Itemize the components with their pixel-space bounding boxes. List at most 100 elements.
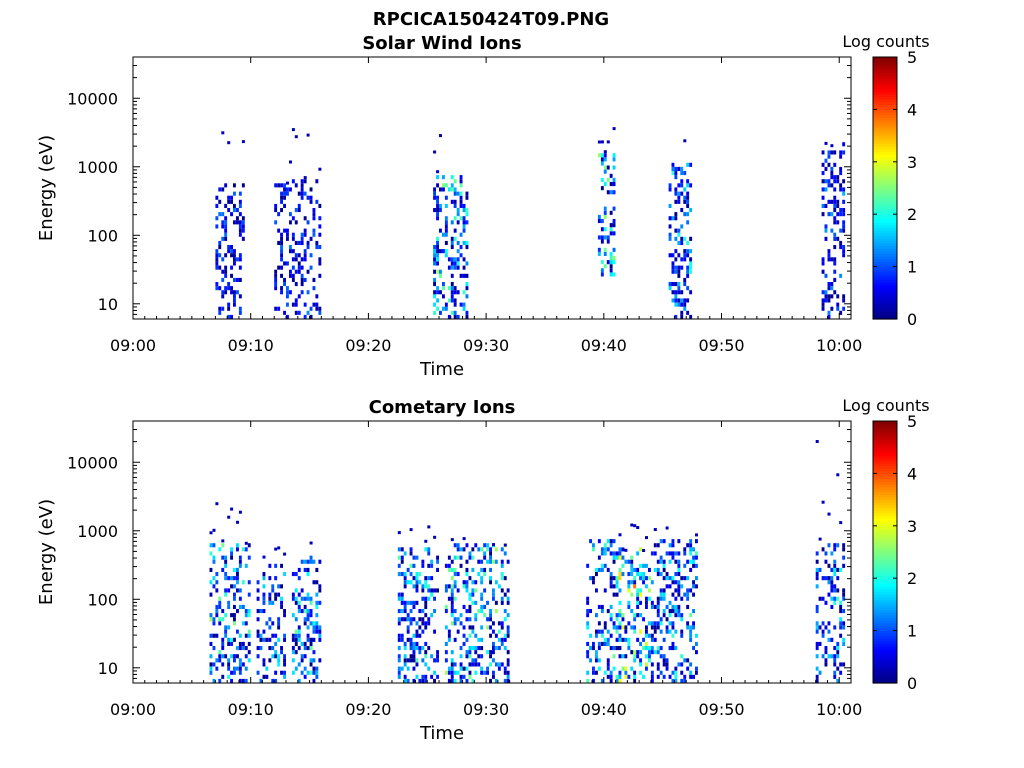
spectrogram-cell [209, 613, 213, 618]
spectrogram-cell [439, 269, 442, 274]
spectrogram-cell [218, 621, 222, 626]
spectrogram-cell [221, 539, 225, 543]
spectrogram-cell [462, 224, 466, 229]
spectrogram-cell [221, 555, 225, 560]
spectrogram-cell [303, 257, 307, 262]
spectrogram-cell [459, 547, 463, 552]
spectrogram-cell [506, 670, 510, 675]
spectrogram-cell [227, 249, 231, 254]
spectrogram-cell [686, 273, 690, 278]
spectrogram-cell [236, 208, 239, 213]
spectrogram-cell [315, 567, 319, 572]
spectrogram-cell [453, 584, 457, 589]
colorbar-tick-label: 0 [907, 674, 917, 693]
spectrogram-cell [318, 261, 322, 266]
spectrogram-cell [645, 600, 648, 605]
spectrogram-cell [618, 547, 622, 552]
spectrogram-cell [312, 580, 316, 585]
spectrogram-cell [233, 220, 236, 225]
spectrogram-cell [236, 576, 239, 581]
colorbar-segment [873, 88, 897, 92]
colorbar-tick-label: 3 [907, 517, 917, 536]
spectrogram-cell [650, 580, 654, 585]
spectrogram-cell [627, 646, 631, 651]
spectrogram-cell [639, 613, 642, 618]
colorbar-segment [873, 483, 897, 488]
spectrogram-cell [218, 306, 222, 311]
spectrogram-cell [671, 253, 675, 258]
spectrogram-cell [612, 621, 616, 626]
spectrogram-cell [612, 559, 616, 564]
spectrogram-cell [474, 658, 478, 663]
spectrogram-cell [309, 609, 313, 614]
spectrogram-cell [424, 662, 428, 667]
colorbar-segment [873, 669, 897, 674]
spectrogram-cell [612, 190, 616, 195]
spectrogram-cell [409, 641, 413, 646]
spectrogram-cell [297, 592, 301, 597]
spectrogram-cell [648, 621, 651, 626]
spectrogram-cell [221, 609, 225, 614]
spectrogram-cell [442, 183, 445, 188]
spectrogram-cell [218, 547, 222, 552]
spectrogram-cell [636, 596, 640, 601]
spectrogram-cell [842, 625, 846, 630]
spectrogram-cell [695, 670, 698, 675]
spectrogram-cell [459, 621, 463, 626]
spectrogram-cell [827, 314, 831, 319]
colorbar-segment [873, 533, 897, 537]
spectrogram-cell [633, 584, 637, 589]
spectrogram-cell [471, 567, 475, 572]
spectrogram-cell [224, 613, 228, 618]
spectrogram-cell [212, 584, 216, 589]
colorbar-segment [873, 303, 897, 307]
spectrogram-cell [444, 584, 448, 589]
spectrogram-cell [600, 678, 604, 683]
spectrogram-cell [291, 265, 295, 270]
spectrogram-cell [418, 633, 422, 638]
spectrogram-cell [303, 191, 307, 196]
spectrogram-cell [421, 584, 425, 589]
spectrogram-cell [397, 633, 401, 638]
colorbar-segment [873, 599, 897, 603]
spectrogram-cell [209, 666, 213, 671]
y-tick-label: 10000 [67, 453, 118, 472]
spectrogram-cell [680, 183, 684, 188]
spectrogram-cell [274, 306, 278, 311]
spectrogram-cell [492, 596, 495, 601]
spectrogram-cell [671, 290, 675, 295]
spectrogram-cell [633, 524, 637, 528]
spectrogram-cell [630, 572, 634, 577]
spectrogram-cell [427, 596, 431, 601]
spectrogram-cell [280, 240, 283, 245]
spectrogram-cell [268, 617, 272, 622]
spectrogram-cell [230, 249, 233, 254]
colorbar-segment [873, 635, 897, 640]
spectrogram-cell [212, 543, 216, 548]
spectrogram-cell [668, 600, 672, 605]
spectrogram-cell [600, 563, 604, 568]
spectrogram-cell [683, 563, 687, 568]
colorbar-segment [873, 85, 897, 90]
spectrogram-cell [830, 584, 834, 589]
spectrogram-cell [662, 613, 666, 618]
spectrogram-cell [309, 199, 313, 204]
spectrogram-cell [815, 666, 819, 671]
spectrogram-cell [424, 584, 428, 589]
spectrogram-cell [824, 203, 828, 208]
spectrogram-cell [406, 678, 410, 683]
spectrogram-cell [824, 559, 828, 564]
spectrogram-cell [436, 236, 439, 241]
spectrogram-cell [280, 563, 283, 568]
spectrogram-cell [209, 633, 213, 638]
spectrogram-cell [683, 547, 687, 552]
spectrogram-cell [294, 183, 298, 188]
spectrogram-cell [427, 563, 431, 568]
spectrogram-cell [480, 609, 484, 614]
spectrogram-cell [695, 650, 698, 655]
spectrogram-cell [230, 576, 233, 581]
spectrogram-cell [645, 576, 648, 581]
spectrogram-cell [653, 567, 657, 572]
colorbar-segment [873, 67, 897, 71]
spectrogram-cell [595, 670, 598, 675]
